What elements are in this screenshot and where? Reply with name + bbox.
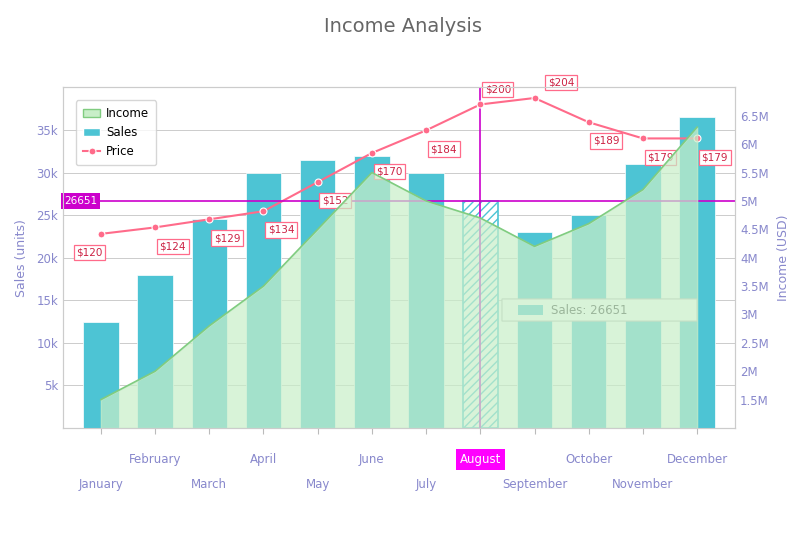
Text: $152: $152 — [322, 196, 349, 206]
Text: August: August — [460, 453, 501, 466]
Text: 26651: 26651 — [64, 196, 97, 206]
Text: $170: $170 — [376, 167, 402, 177]
Bar — [246, 173, 281, 428]
Bar — [192, 219, 227, 428]
Bar — [571, 215, 606, 428]
Bar — [625, 164, 661, 428]
Text: $179: $179 — [647, 152, 674, 162]
Text: $200: $200 — [485, 84, 511, 94]
Bar — [354, 156, 390, 428]
Bar — [679, 117, 715, 428]
Legend: Income, Sales, Price: Income, Sales, Price — [76, 100, 156, 165]
Bar — [83, 322, 118, 428]
Text: September: September — [502, 478, 568, 491]
Text: March: March — [192, 478, 227, 491]
Y-axis label: Income (USD): Income (USD) — [777, 214, 790, 301]
Text: $129: $129 — [213, 233, 240, 243]
Text: November: November — [613, 478, 674, 491]
Text: April: April — [250, 453, 277, 466]
Bar — [463, 201, 498, 428]
FancyBboxPatch shape — [502, 299, 697, 321]
Text: $120: $120 — [76, 248, 103, 257]
Bar — [138, 275, 173, 428]
Text: January: January — [78, 478, 123, 491]
Text: $134: $134 — [268, 225, 295, 235]
Text: $189: $189 — [593, 136, 620, 146]
Bar — [408, 173, 444, 428]
Text: December: December — [667, 453, 728, 466]
Text: $179: $179 — [701, 152, 728, 162]
Text: June: June — [359, 453, 385, 466]
Text: October: October — [565, 453, 613, 466]
Text: Sales: 26651: Sales: 26651 — [551, 304, 627, 316]
Bar — [300, 160, 336, 428]
Text: $204: $204 — [548, 78, 575, 87]
Y-axis label: Sales (units): Sales (units) — [15, 219, 28, 296]
Text: February: February — [129, 453, 181, 466]
Text: May: May — [306, 478, 330, 491]
Text: Income Analysis: Income Analysis — [324, 16, 481, 36]
Text: $184: $184 — [431, 144, 457, 154]
Text: $124: $124 — [159, 241, 186, 251]
Text: July: July — [415, 478, 437, 491]
Bar — [517, 232, 552, 428]
Bar — [518, 305, 543, 315]
